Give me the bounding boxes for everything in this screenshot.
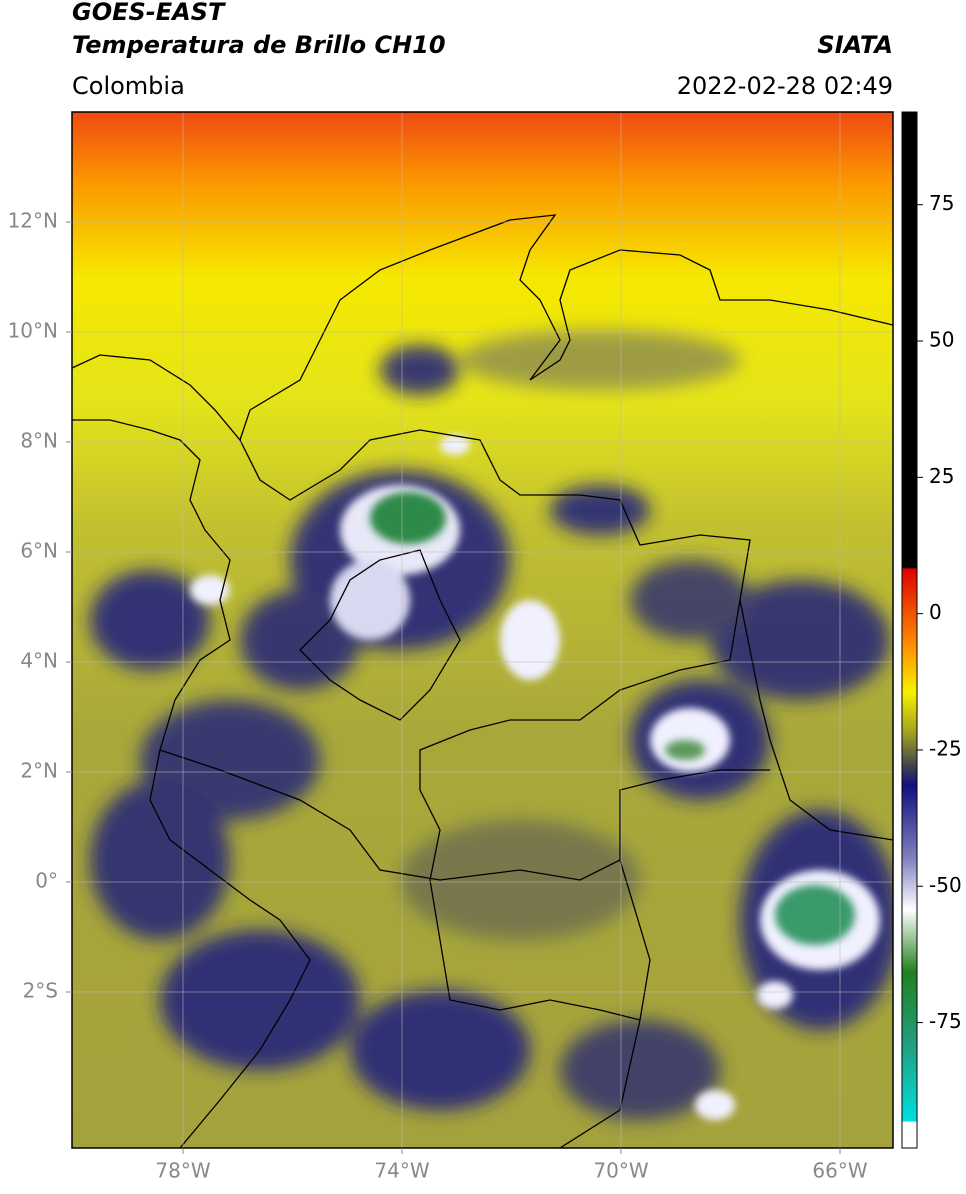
- lat-label: 10°N: [8, 319, 58, 343]
- lat-label: 0°: [35, 869, 58, 893]
- satellite-image: [72, 112, 893, 1148]
- colorbar-tick-label: -25: [929, 736, 962, 760]
- lon-label: 70°W: [593, 1159, 648, 1183]
- lon-label: 74°W: [374, 1159, 429, 1183]
- lat-label: 2°N: [20, 759, 58, 783]
- colorbar-tick-label: -50: [929, 873, 962, 897]
- region: Colombia: [72, 72, 185, 100]
- colorbar-tick-label: 50: [929, 328, 954, 352]
- lat-label: 12°N: [8, 209, 58, 233]
- lon-label: 78°W: [155, 1159, 210, 1183]
- colorbar-tick-label: 25: [929, 464, 954, 488]
- colorbar-tick-label: -75: [929, 1009, 962, 1033]
- lat-label: 6°N: [20, 539, 58, 563]
- lon-label: 66°W: [812, 1159, 867, 1183]
- map-frame: [71, 111, 894, 1149]
- colorbar: [901, 111, 918, 1149]
- colorbar-tick-label: 75: [929, 191, 954, 215]
- lat-label: 8°N: [20, 429, 58, 453]
- datetime: 2022-02-28 02:49: [677, 72, 893, 100]
- title: GOES-EAST: [72, 0, 226, 26]
- lat-label: 4°N: [20, 649, 58, 673]
- source: SIATA: [817, 31, 893, 59]
- subtitle: Temperatura de Brillo CH10: [72, 31, 446, 59]
- lat-label: 2°S: [23, 979, 58, 1003]
- colorbar-tick-label: 0: [929, 600, 942, 624]
